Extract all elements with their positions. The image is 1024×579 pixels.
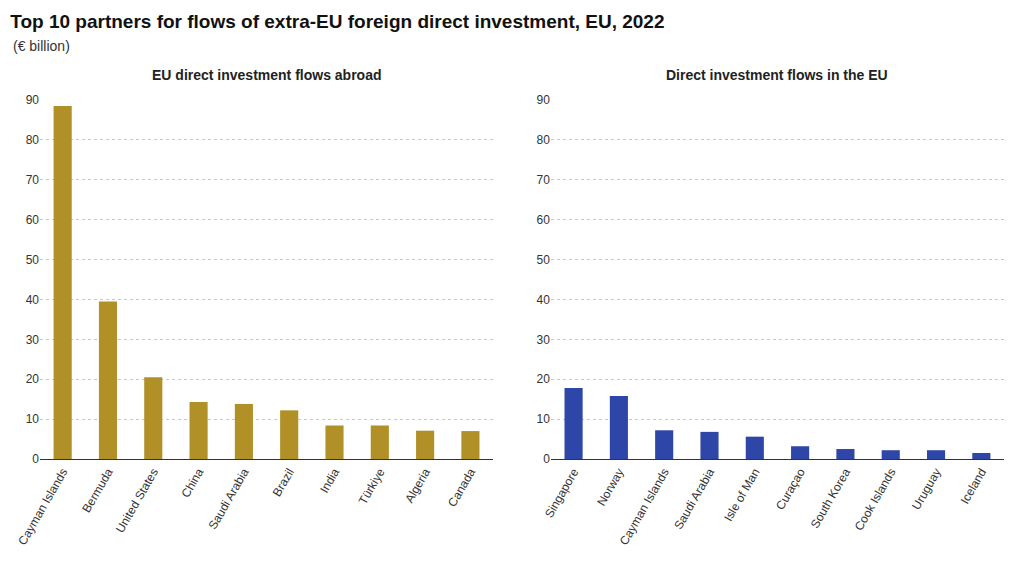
svg-text:0: 0 xyxy=(543,452,550,466)
svg-text:United States: United States xyxy=(113,466,161,535)
svg-text:70: 70 xyxy=(26,173,40,187)
svg-text:50: 50 xyxy=(26,253,40,267)
svg-text:(€ billion): (€ billion) xyxy=(13,38,70,54)
svg-text:10: 10 xyxy=(26,412,40,426)
svg-text:Singapore: Singapore xyxy=(542,466,582,521)
svg-text:Saudi Arabia: Saudi Arabia xyxy=(671,466,717,532)
svg-text:20: 20 xyxy=(537,372,551,386)
svg-text:Iceland: Iceland xyxy=(958,466,989,507)
svg-text:Direct investment flows in the: Direct investment flows in the EU xyxy=(666,67,888,83)
svg-text:EU direct investment flows abr: EU direct investment flows abroad xyxy=(152,67,382,83)
svg-text:Curaçao: Curaçao xyxy=(773,466,808,513)
svg-text:90: 90 xyxy=(537,93,551,107)
svg-text:80: 80 xyxy=(537,133,551,147)
svg-text:Cayman Islands: Cayman Islands xyxy=(15,466,70,548)
svg-text:Canada: Canada xyxy=(445,466,478,510)
svg-text:40: 40 xyxy=(26,293,40,307)
svg-text:Saudi Arabia: Saudi Arabia xyxy=(206,466,252,532)
svg-text:Brazil: Brazil xyxy=(270,466,297,499)
svg-text:China: China xyxy=(179,466,207,500)
svg-text:40: 40 xyxy=(537,293,551,307)
svg-text:70: 70 xyxy=(537,173,551,187)
svg-text:80: 80 xyxy=(26,133,40,147)
svg-text:Norway: Norway xyxy=(594,466,626,508)
svg-text:Uruguay: Uruguay xyxy=(909,466,944,512)
svg-text:0: 0 xyxy=(32,452,39,466)
svg-text:Cayman Islands: Cayman Islands xyxy=(617,466,672,548)
svg-text:50: 50 xyxy=(537,253,551,267)
svg-text:60: 60 xyxy=(26,213,40,227)
svg-text:60: 60 xyxy=(537,213,551,227)
svg-text:Bermuda: Bermuda xyxy=(79,466,116,515)
svg-text:20: 20 xyxy=(26,372,40,386)
svg-text:90: 90 xyxy=(26,93,40,107)
svg-text:Cook Islands: Cook Islands xyxy=(852,466,899,533)
svg-text:30: 30 xyxy=(537,333,551,347)
svg-text:Türkiye: Türkiye xyxy=(356,466,388,507)
svg-text:Top 10 partners for flows of e: Top 10 partners for flows of extra-EU fo… xyxy=(10,11,664,32)
svg-text:Isle of Man: Isle of Man xyxy=(721,466,762,524)
svg-text:30: 30 xyxy=(26,333,40,347)
svg-text:10: 10 xyxy=(537,412,551,426)
svg-text:India: India xyxy=(317,466,342,496)
svg-text:South Korea: South Korea xyxy=(808,466,854,531)
svg-text:Algeria: Algeria xyxy=(402,466,433,506)
